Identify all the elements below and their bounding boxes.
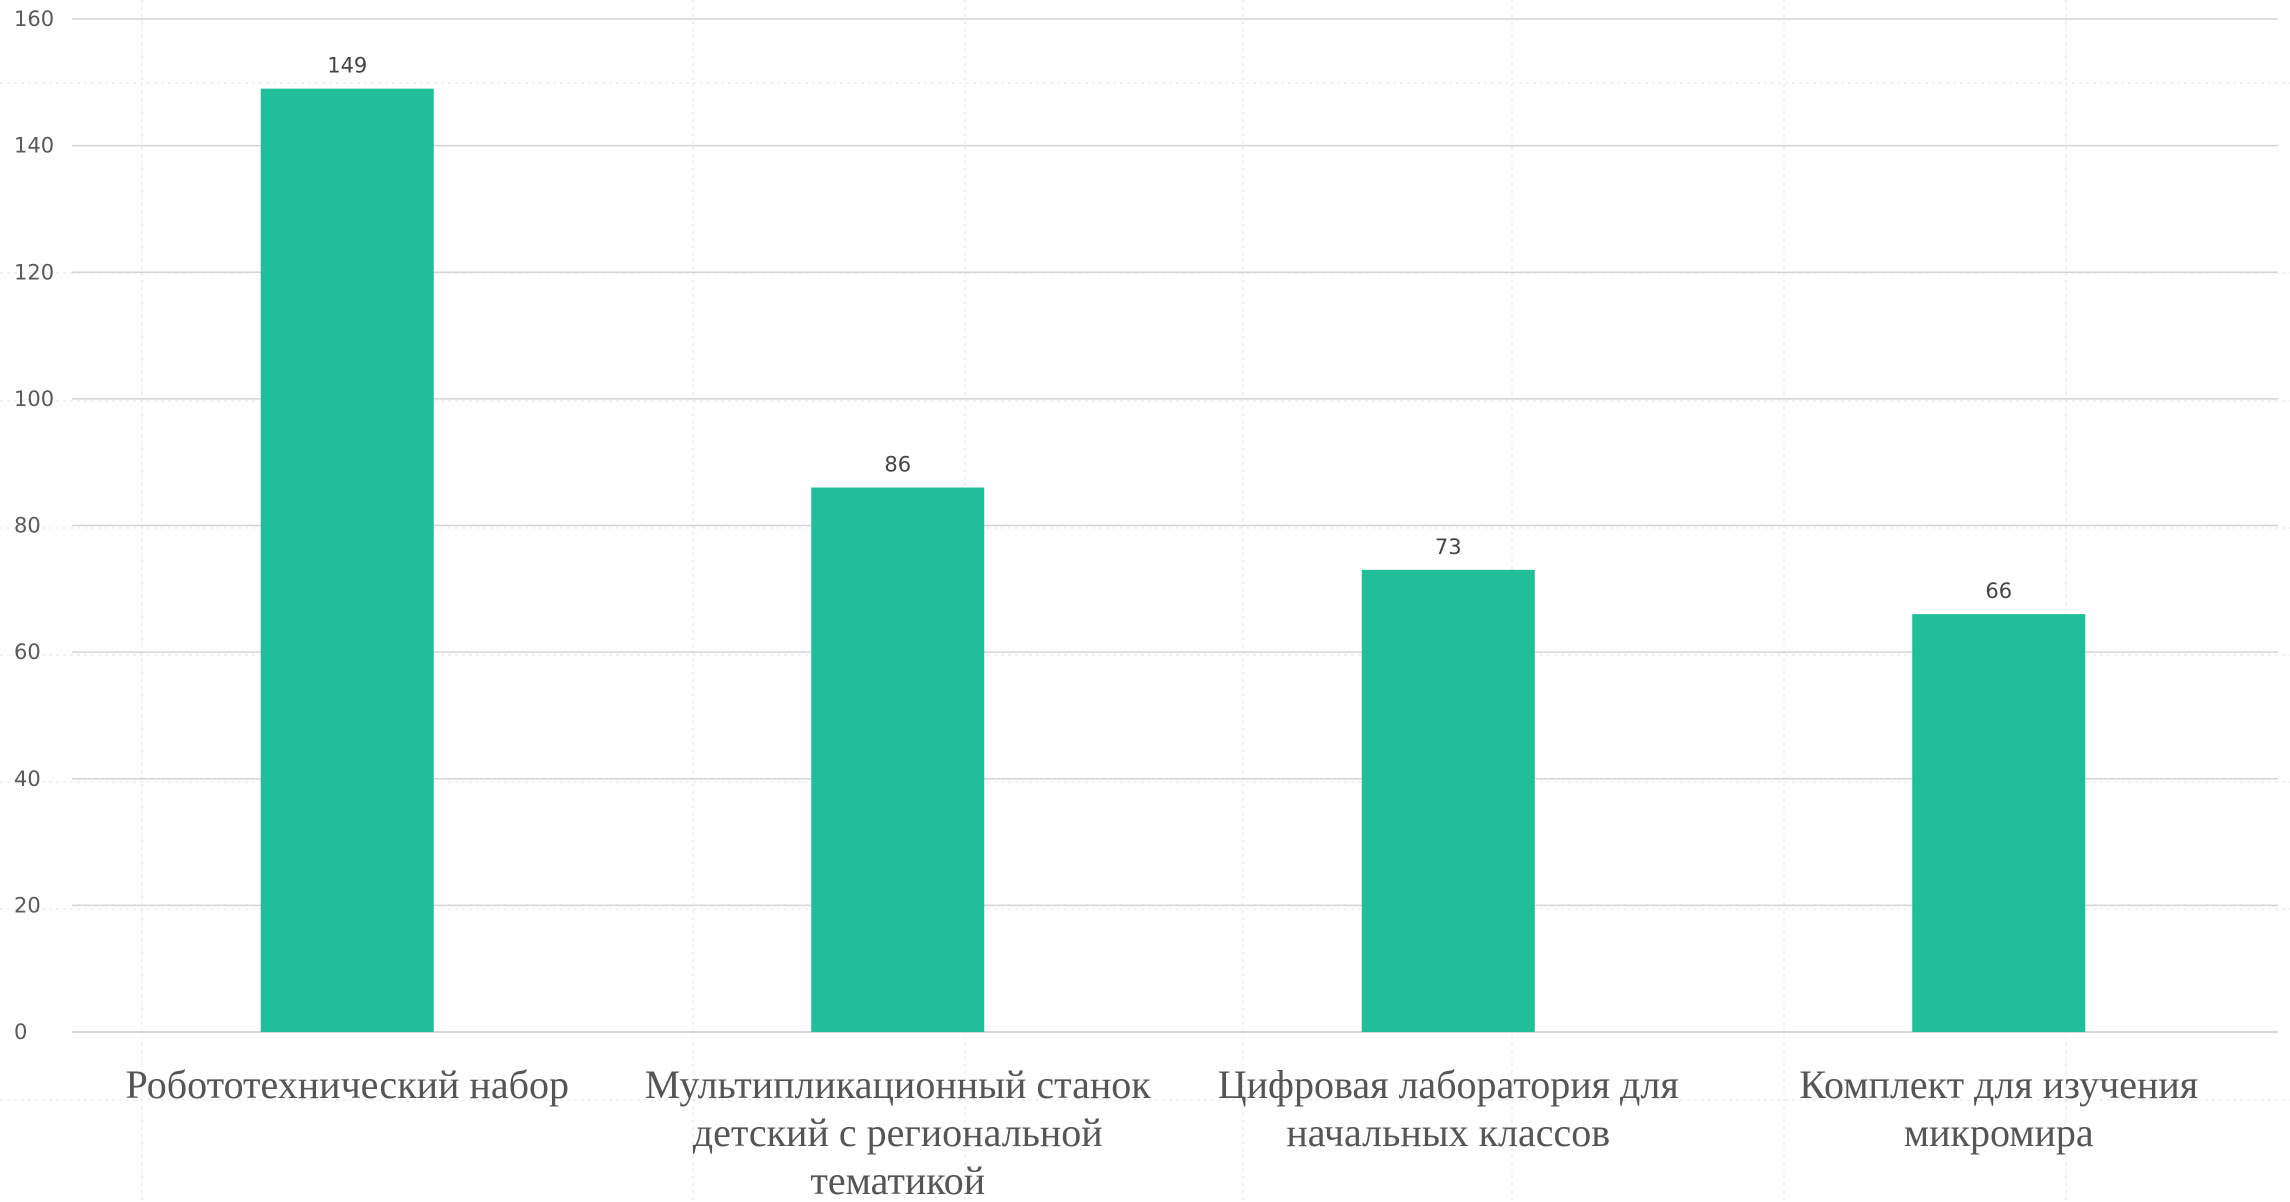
bar [811,487,985,1032]
bar [1361,569,1535,1032]
x-category-label-line: микромира [1904,1110,2094,1155]
y-axis-ticks: 0 20 40 60 80 100 120 140 160 [14,7,54,1044]
bars [260,88,2086,1033]
bar [1912,614,2086,1032]
y-tick-label: 40 [14,767,41,791]
bar [260,88,434,1033]
y-tick-label: 100 [14,387,54,411]
x-category-label-line: Мультипликационный станок [645,1062,1152,1107]
x-category-label: Мультипликационный станок детский с регио… [645,1062,1152,1202]
x-category-label-line: детский с региональной [693,1110,1103,1155]
y-tick-label: 140 [14,134,54,158]
y-tick-label: 160 [14,7,54,31]
y-tick-label: 60 [14,640,41,664]
y-tick-label: 0 [14,1020,27,1044]
x-axis-category-labels: Робототехнический набор Мультипликационны… [126,1062,2199,1202]
y-tick-label: 80 [14,514,41,538]
bar-data-label: 66 [1985,579,2012,603]
x-category-label: Робототехнический набор [126,1062,569,1107]
bar-data-label: 149 [327,54,367,78]
x-category-label-line: начальных классов [1286,1110,1610,1155]
x-category-label: Комплект для изучения микромира [1799,1062,2198,1155]
x-category-label-line: Робототехнический набор [126,1062,569,1107]
y-tick-label: 20 [14,893,41,917]
x-category-label: Цифровая лаборатория для начальных классо… [1218,1062,1679,1155]
y-tick-label: 120 [14,260,54,284]
bar-data-label: 86 [884,453,911,477]
x-category-label-line: тематикой [810,1158,985,1202]
x-category-label-line: Комплект для изучения [1799,1062,2198,1107]
bar-data-label: 73 [1435,535,1462,559]
major-grid [72,18,2278,1033]
data-labels: 149 86 73 66 [327,54,2012,603]
x-category-label-line: Цифровая лаборатория для [1218,1062,1679,1107]
